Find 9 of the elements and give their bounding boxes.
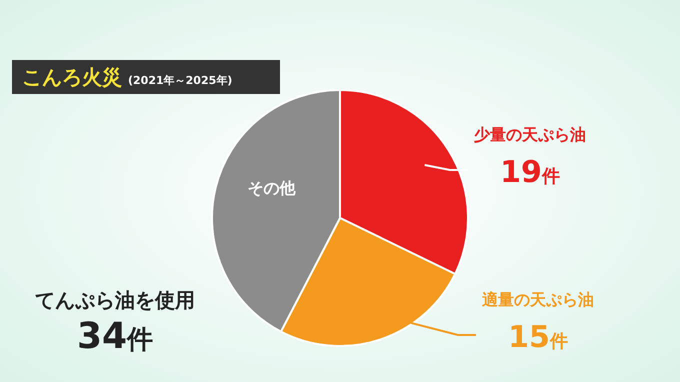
chart-title: こんろ火災	[22, 65, 122, 89]
slice-label: その他	[248, 178, 297, 198]
slice-label: 適量の天ぷら油	[481, 290, 594, 309]
data-label: 19件	[500, 155, 560, 190]
data-label: 15件	[508, 320, 568, 355]
text: てんぷら油を使用	[35, 288, 195, 312]
chart-subtitle: (2021年～2025年)	[128, 74, 232, 87]
text: 34件	[76, 316, 154, 357]
slice-label: 少量の天ぷら油	[474, 125, 586, 144]
